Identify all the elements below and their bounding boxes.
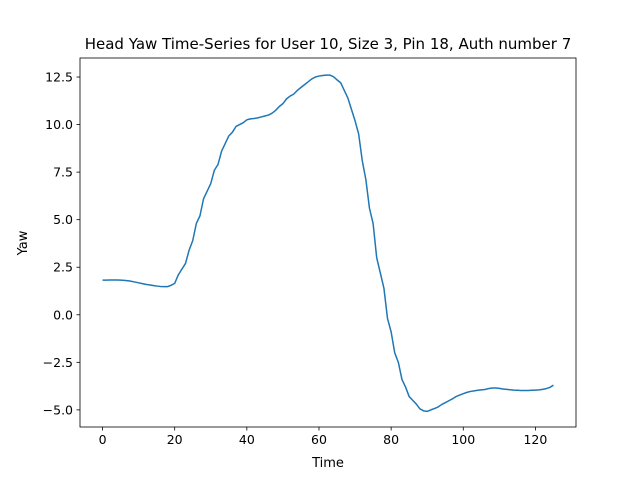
plot-area: 0 20 40 60 80 100 120 −5.0 −2.5 0.0 2.5 5.0 7.5 10.0 1… xyxy=(43,57,577,447)
y-tick-label: 2.5 xyxy=(53,260,73,275)
y-axis-label: Yaw xyxy=(16,230,31,256)
y-tick-label: 12.5 xyxy=(45,70,73,85)
plot-frame xyxy=(79,57,577,428)
y-tick-label: 7.5 xyxy=(53,165,73,180)
x-tick-label: 0 xyxy=(99,432,107,447)
x-tick-label: 20 xyxy=(167,432,183,447)
x-tick-label: 120 xyxy=(523,432,547,447)
x-axis-label: Time xyxy=(311,456,344,471)
x-tick-label: 80 xyxy=(383,432,399,447)
y-tick-label: −2.5 xyxy=(43,355,73,370)
x-tick-label: 40 xyxy=(239,432,255,447)
y-tick-label: 5.0 xyxy=(53,212,73,227)
chart-title: Head Yaw Time-Series for User 10, Size 3… xyxy=(85,35,572,53)
y-tick-label: 10.0 xyxy=(45,117,73,132)
y-tick-label: 0.0 xyxy=(53,307,73,322)
data-line-series-0 xyxy=(102,74,554,413)
y-tick-label: −5.0 xyxy=(43,402,73,417)
x-tick-label: 60 xyxy=(311,432,327,447)
x-tick-label: 100 xyxy=(451,432,475,447)
